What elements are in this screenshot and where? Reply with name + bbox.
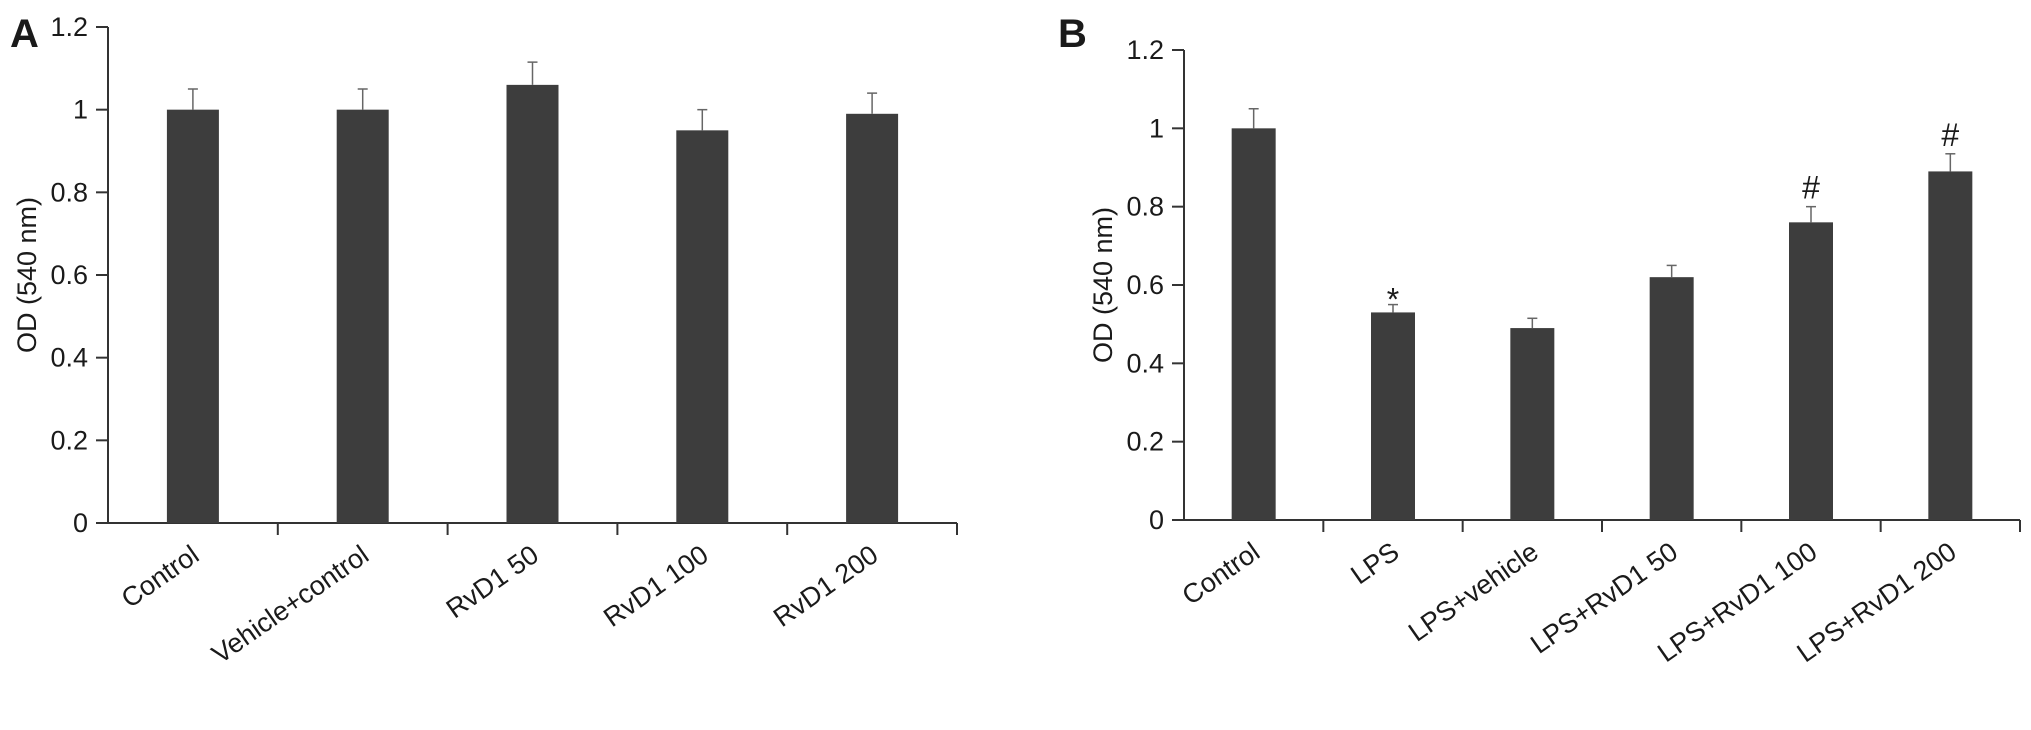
panel-a-y-tick-label: 0.6 xyxy=(50,260,88,290)
panel-b-y-tick-label: 0 xyxy=(1149,505,1164,535)
panel-b-y-tick-label: 1.2 xyxy=(1126,35,1164,65)
panel-a-category-label-2: RvD1 50 xyxy=(441,539,544,624)
panel-b-category-label-2: LPS+vehicle xyxy=(1403,536,1544,647)
panel-a-bar-2 xyxy=(506,84,559,523)
panel-a-y-axis-title: OD (540 nm) xyxy=(12,197,42,353)
panel-b-y-axis-title: OD (540 nm) xyxy=(1088,207,1118,363)
panel-a-y-tick-label: 0.2 xyxy=(50,425,88,455)
panel-b-y-tick-label: 1 xyxy=(1149,113,1164,143)
panel-b-bar-1 xyxy=(1371,312,1415,520)
panel-a-category-label-4: RvD1 200 xyxy=(768,539,884,632)
panel-b-y-tick-label: 0.6 xyxy=(1126,270,1164,300)
panel-b-bar-4 xyxy=(1789,222,1833,521)
panel-a-y-tick-label: 1 xyxy=(73,95,88,125)
panel-a-category-label-3: RvD1 100 xyxy=(598,539,714,632)
panel-b-bar-5 xyxy=(1928,171,1973,520)
panel-b-significance-5: # xyxy=(1941,117,1959,153)
panel-a-y-tick-label: 0 xyxy=(73,508,88,538)
panel-b-y-tick-label: 0.4 xyxy=(1126,348,1164,378)
panel-b-category-label-1: LPS xyxy=(1345,536,1404,590)
panel-b-bar-2 xyxy=(1510,328,1555,520)
panel-a-bar-4 xyxy=(846,113,899,524)
panel-b: B 0 0.2 0.4 0.6 0.8 1 1.2 OD (540 nm) Control * LPS… xyxy=(1058,12,2021,668)
panel-a-bar-1 xyxy=(336,109,389,524)
panel-a-category-label-0: Control xyxy=(116,539,205,614)
panel-a-bar-0 xyxy=(166,109,219,524)
panel-b-significance-4: # xyxy=(1802,170,1820,206)
panel-a-bar-3 xyxy=(676,130,729,524)
panel-a-category-label-1: Vehicle+control xyxy=(206,539,374,669)
panel-a-y-tick-label: 0.4 xyxy=(50,343,88,373)
panel-b-y-tick-label: 0.8 xyxy=(1126,192,1164,222)
panel-a-y-tick-label: 0.8 xyxy=(50,177,88,207)
panel-b-bar-3 xyxy=(1649,277,1694,520)
panel-b-label: B xyxy=(1058,12,1087,56)
panel-a-label: A xyxy=(10,12,39,56)
panel-b-category-label-0: Control xyxy=(1177,536,1266,611)
panel-b-bar-0 xyxy=(1231,128,1276,521)
panel-b-y-tick-label: 0.2 xyxy=(1126,427,1164,457)
panel-a-y-tick-label: 1.2 xyxy=(50,12,88,42)
panel-a: A 0 0.2 0.4 0.6 0.8 1 1.2 OD (540 nm) Control Vehi… xyxy=(10,12,958,669)
panel-b-significance-1: * xyxy=(1387,282,1399,318)
